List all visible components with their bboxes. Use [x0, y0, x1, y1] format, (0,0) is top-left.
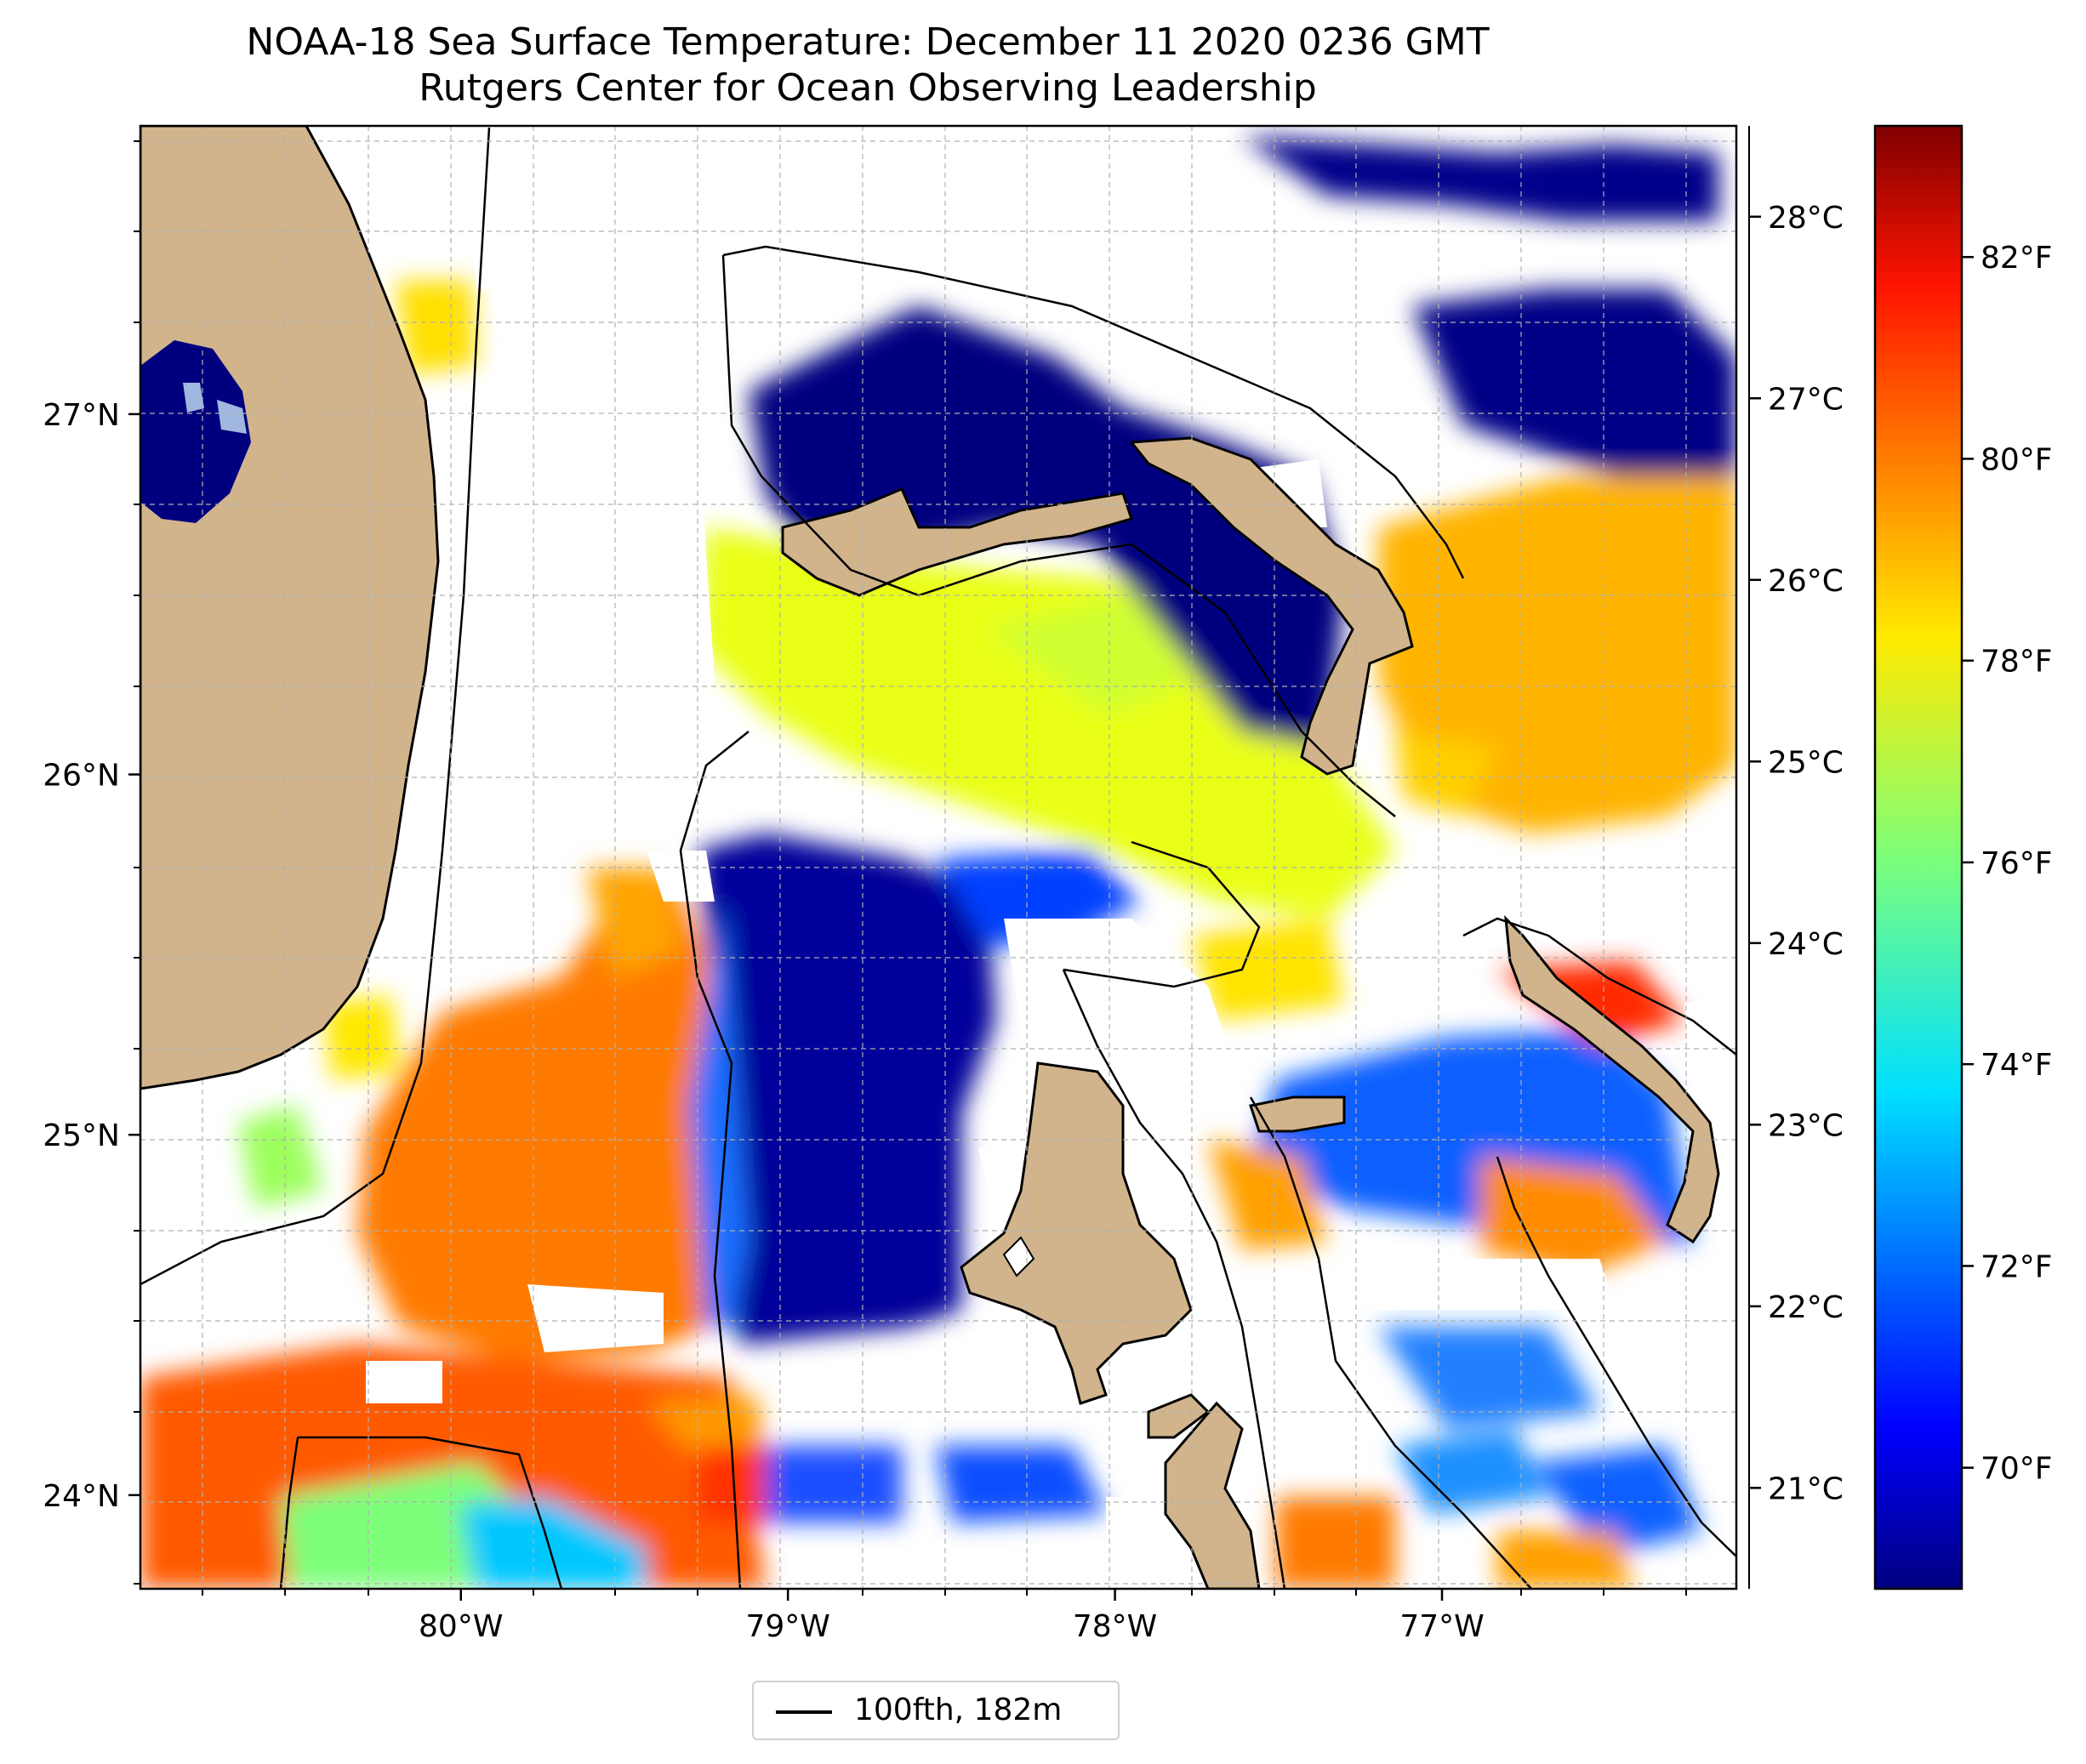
celsius-tick-label: 21°C [1768, 1471, 1844, 1506]
fahrenheit-tick-label: 74°F [1981, 1048, 2053, 1083]
map-frame [139, 124, 1738, 1590]
celsius-tick-label: 22°C [1768, 1290, 1844, 1325]
andros-island [960, 1061, 1193, 1405]
fahrenheit-tick-label: 72°F [1981, 1249, 2053, 1284]
longitude-axis: 80°W 79°W 78°W 77°W [419, 1589, 1485, 1644]
eleuthera-island [1504, 914, 1720, 1244]
graticule [140, 126, 1736, 1589]
celsius-tick-label: 24°C [1768, 927, 1844, 962]
latitude-axis: 24°N 25°N 26°N 27°N [43, 398, 140, 1514]
map-ticks [134, 140, 1687, 1596]
lat-tick-label: 25°N [43, 1118, 120, 1153]
new-providence-island [1249, 1095, 1346, 1133]
legend-label: 100fth, 182m [854, 1693, 1063, 1727]
celsius-tick-label: 23°C [1768, 1108, 1844, 1143]
fahrenheit-axis: 70°F 72°F 74°F 76°F 78°F 80°F 82°F [1962, 241, 2053, 1487]
fahrenheit-tick-label: 78°F [1981, 645, 2053, 680]
sst-field [140, 136, 1736, 1589]
colorbar [1873, 124, 1963, 1590]
legend-line-swatch [776, 1710, 832, 1714]
celsius-tick-label: 28°C [1768, 201, 1844, 236]
lon-tick-label: 77°W [1399, 1609, 1484, 1644]
map-subtitle: Rutgers Center for Ocean Observing Leade… [419, 66, 1317, 110]
fahrenheit-tick-label: 82°F [1981, 241, 2053, 276]
fahrenheit-tick-label: 76°F [1981, 846, 2053, 881]
lat-tick-label: 26°N [43, 759, 120, 794]
lat-tick-label: 24°N [43, 1479, 120, 1514]
grand-bahama-island [781, 487, 1133, 597]
lon-tick-label: 79°W [745, 1609, 829, 1644]
celsius-tick-label: 25°C [1768, 745, 1844, 780]
celsius-tick-label: 27°C [1768, 382, 1844, 417]
bathymetry-contours [140, 127, 1736, 1589]
celsius-tick-label: 26°C [1768, 564, 1844, 599]
lon-tick-label: 80°W [419, 1609, 503, 1644]
fahrenheit-tick-label: 80°F [1981, 442, 2053, 477]
lake-okeechobee [140, 340, 251, 523]
celsius-axis: 21°C 22°C 23°C 24°C 25°C 26°C 27°C 28°C [1748, 126, 1844, 1589]
lat-tick-label: 27°N [43, 398, 120, 433]
fahrenheit-tick-label: 70°F [1981, 1452, 2053, 1487]
contour-legend: 100fth, 182m [752, 1681, 1120, 1740]
lon-tick-label: 78°W [1073, 1609, 1157, 1644]
map-title: NOAA-18 Sea Surface Temperature: Decembe… [246, 20, 1490, 64]
